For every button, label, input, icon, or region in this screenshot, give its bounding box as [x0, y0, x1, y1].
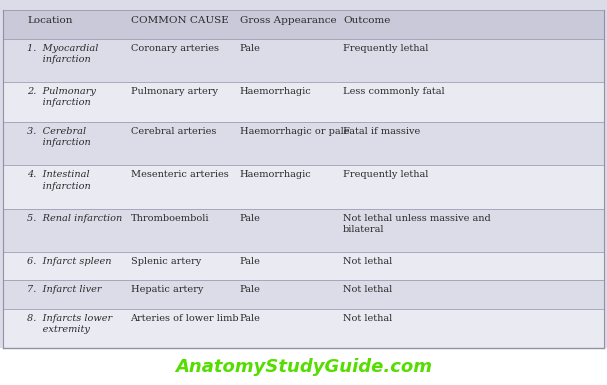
- Text: Gross Appearance: Gross Appearance: [240, 16, 336, 25]
- Text: Frequently lethal: Frequently lethal: [343, 170, 429, 179]
- Bar: [3, 10, 604, 38]
- Text: Pale: Pale: [240, 285, 260, 295]
- Bar: [3, 82, 604, 122]
- Text: Not lethal: Not lethal: [343, 314, 392, 323]
- Text: Not lethal: Not lethal: [343, 285, 392, 295]
- Text: 8.  Infarcts lower
     extremity: 8. Infarcts lower extremity: [27, 314, 112, 334]
- Text: AnatomyStudyGuide.com: AnatomyStudyGuide.com: [175, 358, 432, 377]
- Text: Pale: Pale: [240, 257, 260, 266]
- Text: Not lethal unless massive and
bilateral: Not lethal unless massive and bilateral: [343, 214, 490, 234]
- Text: Pale: Pale: [240, 214, 260, 223]
- Text: Less commonly fatal: Less commonly fatal: [343, 87, 444, 96]
- Text: Pale: Pale: [240, 44, 260, 52]
- Text: Outcome: Outcome: [343, 16, 390, 25]
- Bar: [3, 209, 604, 252]
- Text: Frequently lethal: Frequently lethal: [343, 44, 429, 52]
- Text: Hepatic artery: Hepatic artery: [131, 285, 203, 295]
- Text: 7.  Infarct liver: 7. Infarct liver: [27, 285, 102, 295]
- Bar: [3, 252, 604, 280]
- Text: Haemorrhagic: Haemorrhagic: [240, 170, 311, 179]
- Bar: [0, 348, 607, 385]
- Text: Haemorrhagic: Haemorrhagic: [240, 87, 311, 96]
- Bar: [3, 280, 604, 309]
- Text: Not lethal: Not lethal: [343, 257, 392, 266]
- Text: 3.  Cerebral
     infarction: 3. Cerebral infarction: [27, 127, 91, 147]
- Text: Pale: Pale: [240, 314, 260, 323]
- Bar: [3, 122, 604, 165]
- Bar: [3, 38, 604, 82]
- Text: Fatal if massive: Fatal if massive: [343, 127, 420, 136]
- Text: 1.  Myocardial
     infarction: 1. Myocardial infarction: [27, 44, 99, 64]
- Text: 5.  Renal infarction: 5. Renal infarction: [27, 214, 123, 223]
- Text: Mesenteric arteries: Mesenteric arteries: [131, 170, 228, 179]
- Text: Pulmonary artery: Pulmonary artery: [131, 87, 217, 96]
- Text: 2.  Pulmonary
     infarction: 2. Pulmonary infarction: [27, 87, 96, 107]
- Text: Arteries of lower limb: Arteries of lower limb: [131, 314, 239, 323]
- Text: Cerebral arteries: Cerebral arteries: [131, 127, 216, 136]
- Text: Location: Location: [27, 16, 73, 25]
- Text: 4.  Intestinal
     infarction: 4. Intestinal infarction: [27, 170, 91, 191]
- Text: Coronary arteries: Coronary arteries: [131, 44, 219, 52]
- Text: 6.  Infarct spleen: 6. Infarct spleen: [27, 257, 112, 266]
- Bar: [3, 165, 604, 209]
- Text: Splenic artery: Splenic artery: [131, 257, 201, 266]
- Text: Thromboemboli: Thromboemboli: [131, 214, 209, 223]
- Text: COMMON CAUSE: COMMON CAUSE: [131, 16, 228, 25]
- Text: Haemorrhagic or pale: Haemorrhagic or pale: [240, 127, 349, 136]
- Bar: [3, 309, 604, 348]
